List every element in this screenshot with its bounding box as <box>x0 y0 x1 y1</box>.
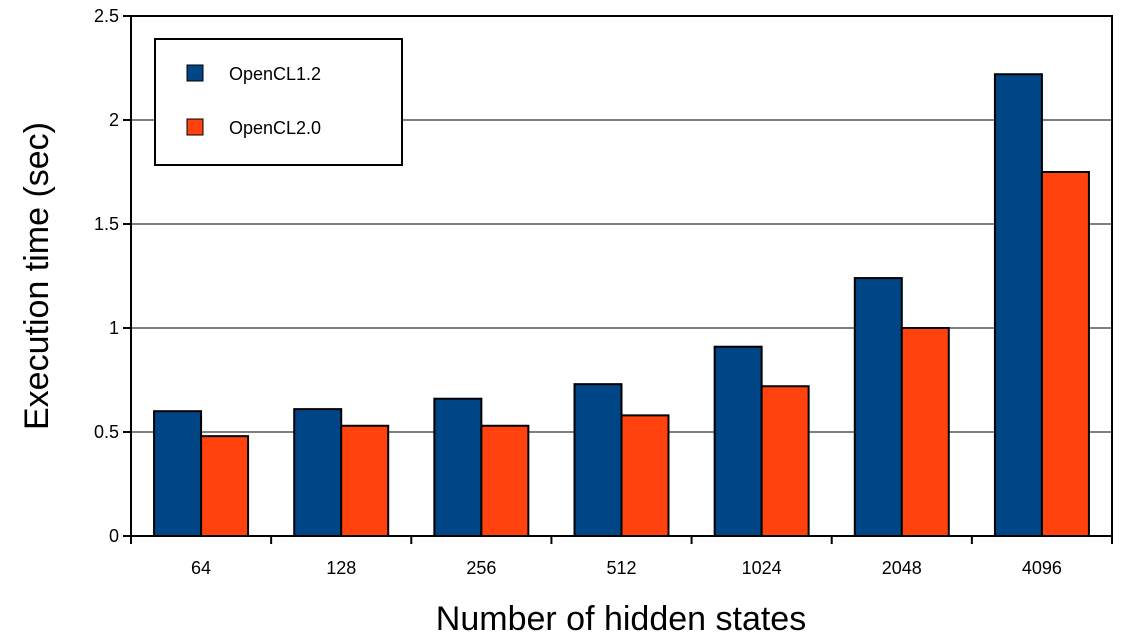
legend-swatch-opencl12 <box>186 64 204 82</box>
x-tick-label: 1024 <box>742 558 782 578</box>
bar-opencl20-2048 <box>900 327 950 537</box>
legend-label-opencl12: OpenCL1.2 <box>229 64 321 84</box>
legend-label-opencl20: OpenCL2.0 <box>229 118 321 138</box>
bar-opencl20-1024 <box>760 385 810 537</box>
bar-opencl12-2048 <box>853 277 903 537</box>
x-tick-label: 64 <box>191 558 211 578</box>
legend-box <box>154 38 403 166</box>
y-tick-label: 2.5 <box>94 6 119 26</box>
x-tick-label: 512 <box>606 558 636 578</box>
bar-opencl20-256 <box>480 424 530 538</box>
x-tick-label: 2048 <box>882 558 922 578</box>
y-tick-label: 1 <box>109 318 119 338</box>
bar-opencl12-4096 <box>993 73 1043 538</box>
bar-opencl20-128 <box>340 424 390 538</box>
y-tick-label: 0 <box>109 526 119 546</box>
y-tick-label: 2 <box>109 110 119 130</box>
x-axis-ticks: 64 128 256 512 1024 2048 4096 <box>130 536 1113 578</box>
plot-frame <box>130 15 1113 537</box>
y-tick-label: 0.5 <box>94 422 119 442</box>
legend-swatch-opencl20 <box>186 118 204 136</box>
bar-opencl12-128 <box>293 408 343 537</box>
y-axis-ticks: 0 0.5 1 1.5 2 2.5 <box>94 6 131 546</box>
x-tick-label: 128 <box>326 558 356 578</box>
x-axis-label: Number of hidden states <box>436 600 806 638</box>
y-axis-label: Execution time (sec) <box>18 122 56 430</box>
x-tick-label: 4096 <box>1022 558 1062 578</box>
bar-opencl12-1024 <box>713 345 763 537</box>
bar-opencl12-256 <box>433 397 483 537</box>
y-tick-label: 1.5 <box>94 214 119 234</box>
bar-opencl12-512 <box>573 383 623 537</box>
legend: OpenCL1.2 OpenCL2.0 <box>154 38 403 166</box>
x-tick-label: 256 <box>466 558 496 578</box>
bar-opencl12-64 <box>153 410 203 538</box>
bar-opencl20-64 <box>200 435 250 537</box>
bar-opencl20-4096 <box>1040 171 1090 537</box>
bar-opencl20-512 <box>620 414 670 537</box>
